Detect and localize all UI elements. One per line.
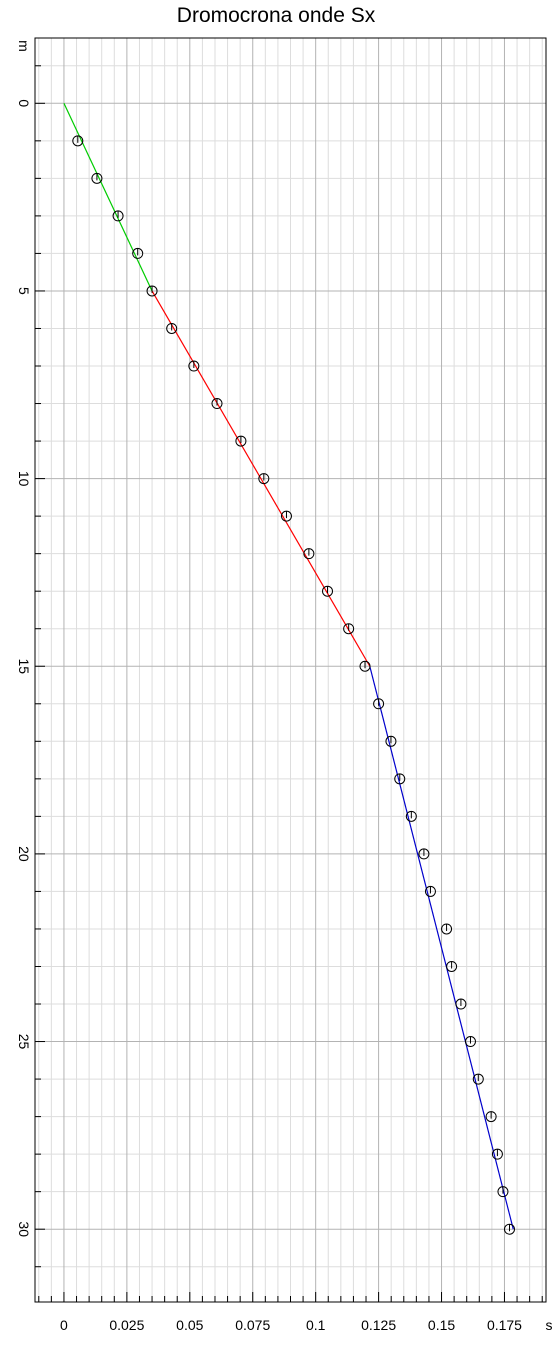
- y-tick-label: 30: [16, 1221, 32, 1237]
- data-point: [211, 398, 223, 410]
- fit-segment: [151, 290, 371, 667]
- y-tick-label: 15: [16, 658, 32, 674]
- data-point: [394, 773, 406, 785]
- data-point: [485, 1111, 497, 1123]
- data-point: [441, 923, 453, 935]
- data-point: [132, 247, 144, 259]
- axis-ticks: [35, 65, 543, 1302]
- x-tick-label: 0.15: [428, 1317, 455, 1333]
- data-point: [373, 698, 385, 710]
- data-point: [188, 360, 200, 372]
- x-tick-label: 0.05: [176, 1317, 203, 1333]
- x-unit-label: s: [546, 1317, 553, 1333]
- data-point: [72, 135, 84, 147]
- data-point: [280, 510, 292, 522]
- data-point: [166, 322, 178, 334]
- x-tick-label: 0.175: [487, 1317, 522, 1333]
- data-point: [472, 1073, 484, 1085]
- x-tick-label: 0: [60, 1317, 68, 1333]
- data-point: [235, 435, 247, 447]
- x-tick-label: 0.025: [109, 1317, 144, 1333]
- data-point: [385, 735, 397, 747]
- x-tick-label: 0.125: [361, 1317, 396, 1333]
- data-point: [491, 1148, 503, 1160]
- data-point: [322, 585, 334, 597]
- data-points: [72, 135, 515, 1235]
- y-tick-labels: 0 5 10 15 20 25 30: [16, 99, 32, 1237]
- data-point: [343, 623, 355, 635]
- chart-title: Dromocrona onde Sx: [177, 4, 376, 27]
- y-tick-label: 10: [16, 471, 32, 487]
- fit-segment: [369, 666, 514, 1230]
- data-point: [112, 210, 124, 222]
- x-tick-labels: 0 0.025 0.05 0.075 0.1 0.125 0.15 0.175: [60, 1317, 522, 1333]
- data-point: [446, 960, 458, 972]
- data-point: [504, 1223, 515, 1235]
- x-tick-label: 0.075: [235, 1317, 270, 1333]
- y-tick-label: 5: [16, 287, 32, 295]
- data-point: [497, 1186, 509, 1198]
- data-point: [359, 660, 371, 672]
- minor-grid: [35, 38, 546, 1302]
- data-point: [464, 1036, 476, 1048]
- y-unit-label: m: [16, 40, 32, 52]
- data-point: [424, 885, 436, 897]
- data-point: [258, 473, 270, 485]
- data-point: [146, 285, 158, 297]
- data-point: [418, 848, 430, 860]
- y-tick-label: 25: [16, 1034, 32, 1050]
- x-tick-label: 0.1: [306, 1317, 326, 1333]
- y-tick-label: 20: [16, 846, 32, 862]
- fit-segment: [63, 103, 153, 292]
- y-tick-label: 0: [16, 99, 32, 107]
- data-point: [91, 172, 103, 184]
- major-grid: [35, 38, 546, 1302]
- data-point: [303, 548, 315, 560]
- data-point: [455, 998, 467, 1010]
- fit-segments: [63, 103, 514, 1230]
- data-point: [405, 810, 417, 822]
